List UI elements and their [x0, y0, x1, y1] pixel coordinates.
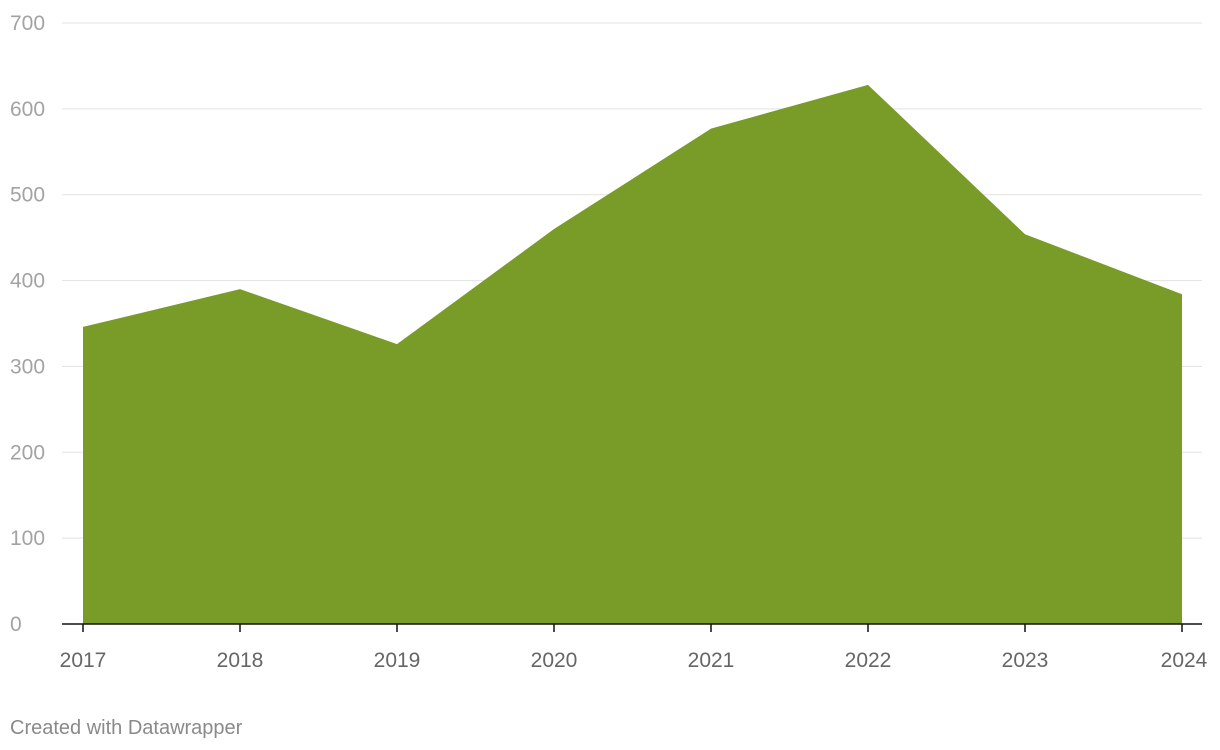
x-tick-label: 2024	[1161, 649, 1208, 672]
x-tick-label: 2023	[1002, 649, 1049, 672]
y-tick-label: 100	[10, 527, 45, 550]
x-tick-label: 2017	[60, 649, 107, 672]
x-tick-label: 2019	[374, 649, 421, 672]
x-tick-label: 2018	[217, 649, 264, 672]
area	[83, 84, 1182, 625]
x-tick-label: 2022	[845, 649, 892, 672]
x-tick-label: 2021	[688, 649, 735, 672]
y-tick-label: 200	[10, 441, 45, 464]
y-tick-label: 300	[10, 355, 45, 378]
y-tick-label: 500	[10, 184, 45, 207]
x-tick-label: 2020	[531, 649, 578, 672]
y-tick-label: 700	[10, 12, 45, 35]
footer: Created with Datawrapper	[10, 717, 243, 739]
y-tick-label: 0	[10, 613, 22, 636]
y-tick-label: 600	[10, 98, 45, 121]
y-tick-label: 400	[10, 270, 45, 293]
